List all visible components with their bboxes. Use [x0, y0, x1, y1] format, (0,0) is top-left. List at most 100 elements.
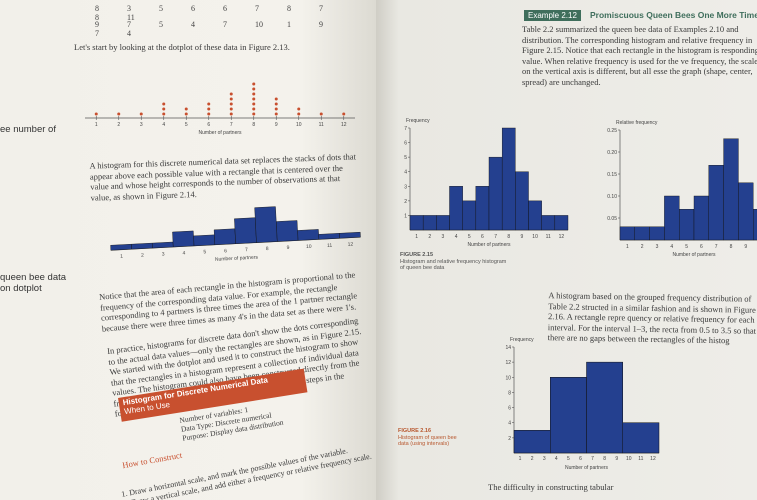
x-tick-label: 12 [348, 242, 354, 248]
dot-stack [139, 112, 143, 116]
x-tick-label: 8 [603, 456, 606, 462]
dot [229, 102, 233, 106]
dot-stack [94, 112, 98, 116]
bar [213, 228, 236, 246]
bar [619, 226, 636, 241]
x-tick-label: 10 [296, 122, 302, 128]
x-tick-label: 2 [141, 253, 144, 259]
dot [162, 112, 166, 116]
y-tick-label: 3 [404, 184, 407, 190]
y-tick-label: 4 [404, 170, 407, 176]
dot-stack [252, 82, 256, 116]
bar [409, 215, 424, 231]
x-tick-label: 10 [626, 456, 632, 462]
table-cell: 8 [95, 13, 99, 22]
x-tick-label: 5 [185, 122, 188, 128]
dot [274, 107, 278, 111]
x-tick-label: 12 [559, 234, 565, 240]
bar [297, 229, 320, 241]
table-cell: 8 [287, 4, 291, 13]
intro: Let's start by looking at the dotplot of… [74, 42, 290, 52]
x-tick-label: 12 [650, 456, 656, 462]
x-axis-label: Number of partners [198, 130, 242, 136]
x-axis-label: Number of partners [467, 242, 511, 248]
x-tick-label: 9 [287, 245, 290, 251]
dot [229, 92, 233, 96]
margin-note: ee number of [0, 124, 56, 135]
dot-stack [207, 102, 211, 116]
bar [501, 127, 516, 231]
x-tick-label: 8 [730, 244, 733, 250]
table-cell: 9 [95, 20, 99, 29]
x-tick-label: 6 [579, 456, 582, 462]
x-tick-label: 3 [656, 244, 659, 250]
bar [550, 377, 587, 454]
bar [422, 215, 437, 231]
dot [184, 112, 188, 116]
dot-stack [297, 107, 301, 116]
y-tick-label: 0.05 [607, 216, 617, 222]
x-tick-label: 1 [95, 122, 98, 128]
dot [297, 107, 301, 111]
x-tick-label: 9 [275, 122, 278, 128]
x-tick-label: 12 [341, 122, 347, 128]
table-cell: 11 [127, 13, 135, 22]
x-tick-label: 2 [428, 234, 431, 240]
histogram: 0.05 0.10 0.15 0.20 0.25 Relative frequency 1 2… [607, 120, 757, 258]
bar [254, 206, 278, 243]
dot [252, 97, 256, 101]
x-tick-label: 8 [507, 234, 510, 240]
dot [252, 87, 256, 91]
caption-label: FIGURE 2.15 [400, 252, 434, 258]
table-cell: 4 [191, 20, 195, 29]
table-row: 8 3 5 6 6 7 8 7 8 11 [95, 4, 376, 22]
bar [738, 182, 754, 241]
bar [693, 195, 710, 241]
bar [462, 200, 477, 231]
y-tick-label: 6 [508, 406, 511, 412]
bar [554, 215, 569, 231]
dot [319, 112, 323, 116]
table-cell: 7 [319, 4, 323, 13]
dot [274, 112, 278, 116]
bar [708, 165, 724, 241]
table-cell: 7 [95, 29, 99, 38]
bar [664, 195, 680, 241]
paragraph: Table 2.2 summarized the queen bee data … [522, 24, 757, 87]
y-tick-label: 4 [508, 421, 511, 427]
bar [622, 422, 660, 454]
bar [752, 208, 757, 241]
right-page: Example 2.12 Promiscuous Queen Bees One … [376, 0, 757, 500]
dot [252, 82, 256, 86]
x-tick-label: 4 [670, 244, 673, 250]
x-tick-label: 10 [532, 234, 538, 240]
bar [475, 186, 490, 231]
y-axis-label: Relative frequency [616, 120, 658, 126]
x-tick-label: 4 [182, 250, 185, 256]
caption: FIGURE 2.16 Histogram of queen bee data (… [398, 428, 468, 448]
x-tick-label: 1 [415, 234, 418, 240]
bar [515, 171, 529, 231]
x-axis-label: Number of partners [565, 465, 609, 471]
dot-stack [184, 107, 188, 116]
dot [252, 107, 256, 111]
margin-note: queen bee data on dotplot [0, 272, 67, 294]
dot [207, 102, 211, 106]
bar [193, 234, 216, 247]
bar [528, 200, 542, 231]
bar [436, 215, 450, 231]
dot [229, 97, 233, 101]
x-tick-label: 6 [700, 244, 703, 250]
bar [131, 242, 153, 250]
bar [318, 233, 340, 240]
dot-stack [274, 97, 278, 116]
bar [586, 361, 623, 454]
dot-stack [162, 102, 166, 116]
steps: 1. Draw a horizontal scale, and mark the… [121, 440, 376, 500]
x-tick-label: 5 [468, 234, 471, 240]
y-tick-label: 2 [404, 199, 407, 205]
dot [139, 112, 143, 116]
x-tick-label: 9 [744, 244, 747, 250]
bar [634, 226, 650, 241]
